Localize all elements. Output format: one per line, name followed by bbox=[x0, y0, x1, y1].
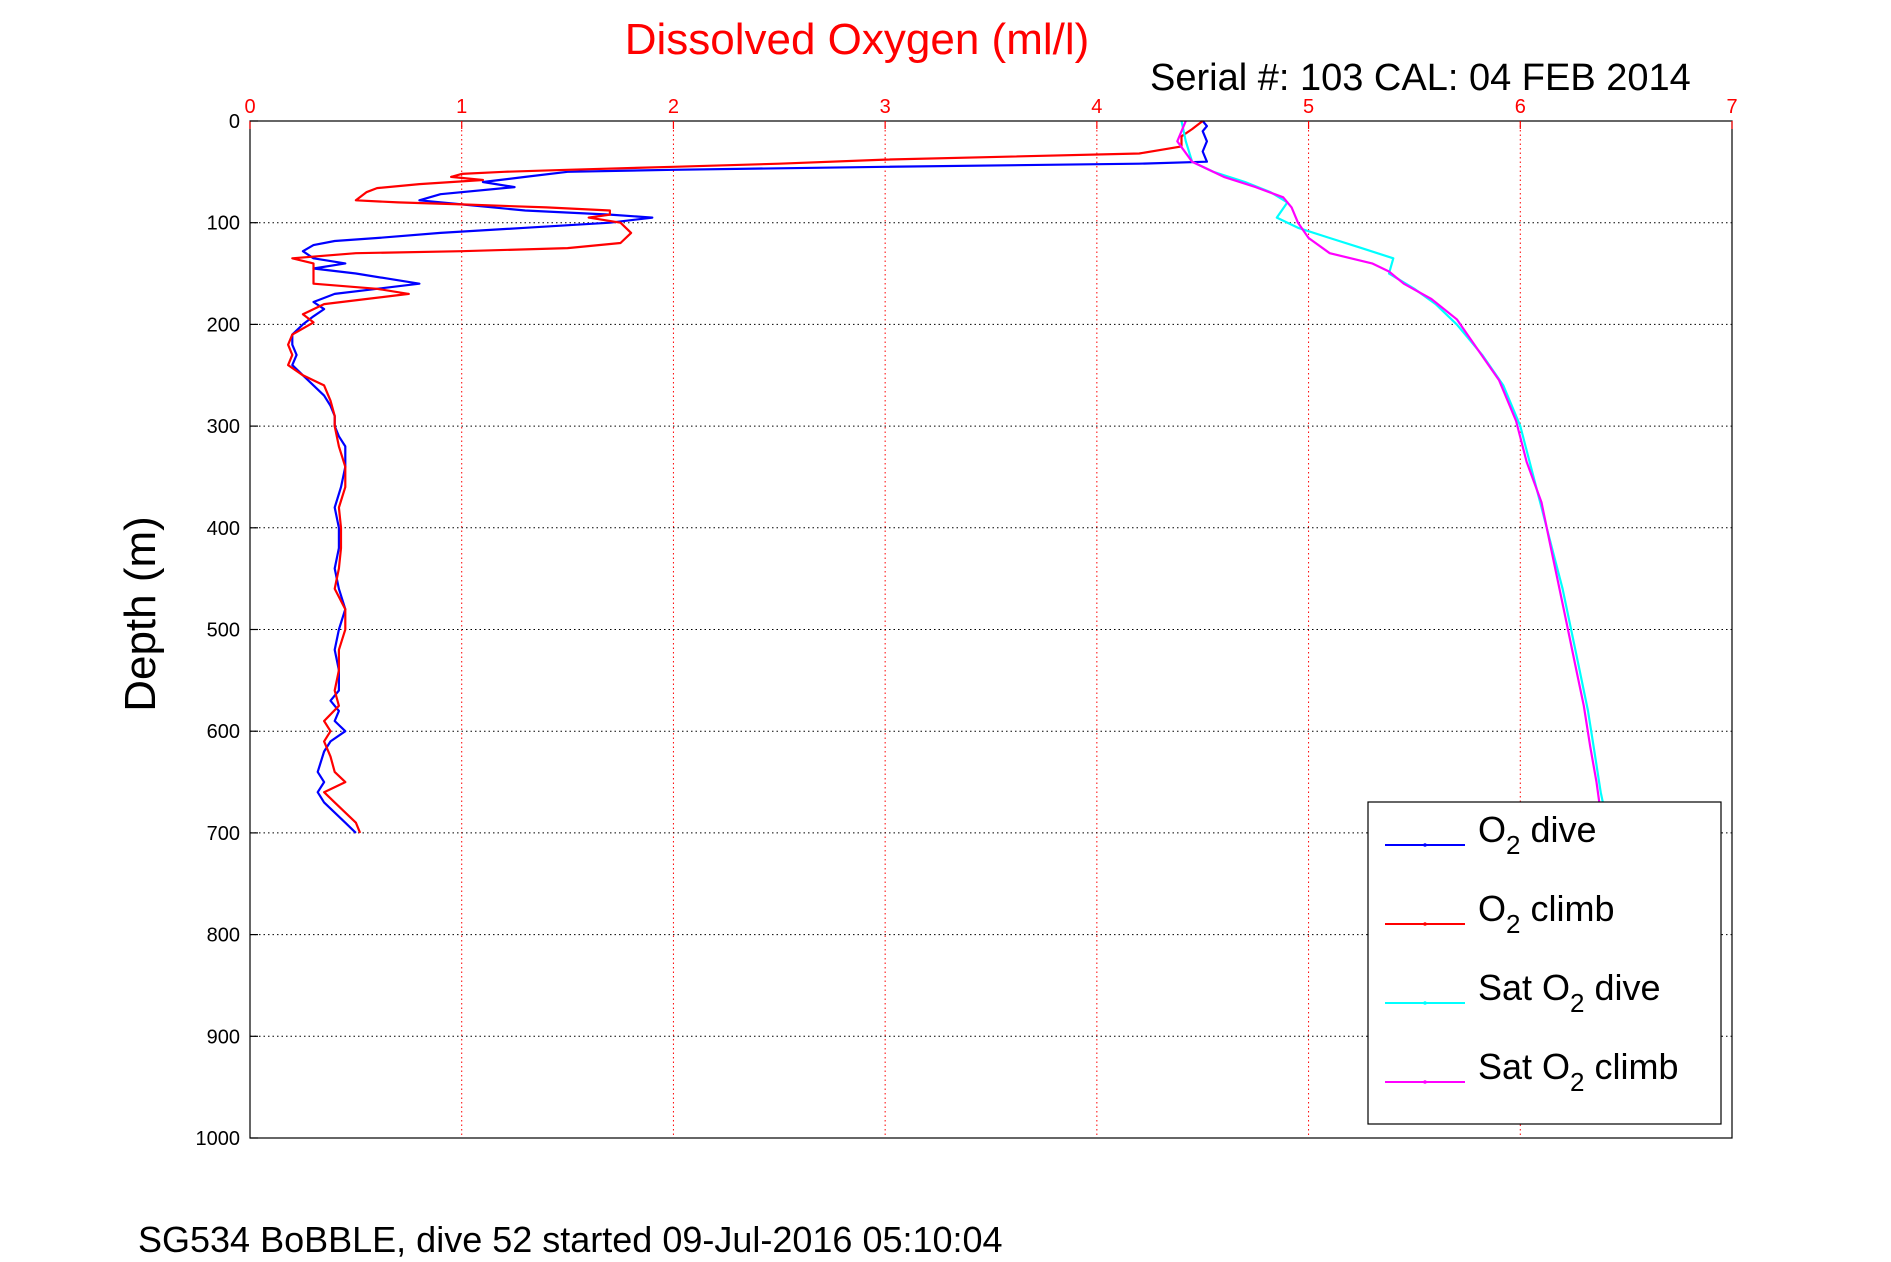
y-tick-label: 900 bbox=[207, 1026, 240, 1048]
legend-label-o2-dive: O2 dive bbox=[1478, 809, 1597, 860]
x-tick-label: 6 bbox=[1515, 96, 1526, 118]
y-tick-label: 0 bbox=[229, 111, 240, 133]
series-line-sat-o2-climb bbox=[1176, 120, 1602, 813]
x-tick-label: 2 bbox=[668, 96, 679, 118]
x-tick-label: 3 bbox=[880, 96, 891, 118]
legend: O2 dive O2 climb Sat O2 dive Sat O2 climb bbox=[1367, 801, 1722, 1125]
y-axis-ticks: 0 100 200 300 400 500 600 700 800 900 1000 bbox=[196, 111, 258, 1150]
x-tick-label: 7 bbox=[1726, 96, 1737, 118]
y-axis-label: Depth (m) bbox=[116, 516, 165, 712]
y-tick-label: 800 bbox=[207, 925, 240, 947]
serial-calibration-label: Serial #: 103 CAL: 04 FEB 2014 bbox=[1150, 57, 1691, 99]
y-tick-label: 100 bbox=[207, 213, 240, 235]
x-tick-label: 4 bbox=[1091, 96, 1102, 118]
y-tick-label: 300 bbox=[207, 416, 240, 438]
dive-info-footer: SG534 BoBBLE, dive 52 started 09-Jul-201… bbox=[138, 1219, 1003, 1260]
x-tick-label: 1 bbox=[456, 96, 467, 118]
y-tick-label: 400 bbox=[207, 518, 240, 540]
x-tick-label: 5 bbox=[1303, 96, 1314, 118]
legend-marker-o2-dive bbox=[1423, 843, 1427, 847]
y-tick-label: 500 bbox=[207, 620, 240, 642]
series-lines bbox=[287, 120, 1607, 834]
y-tick-label: 1000 bbox=[196, 1128, 241, 1150]
series-line-sat-o2-dive bbox=[1180, 120, 1607, 813]
series-line-o2-dive bbox=[291, 120, 1208, 834]
series-line-o2-climb bbox=[287, 120, 1204, 834]
x-tick-label: 0 bbox=[244, 96, 255, 118]
legend-marker-o2-climb bbox=[1423, 922, 1427, 926]
legend-box bbox=[1367, 801, 1722, 1125]
y-tick-label: 600 bbox=[207, 721, 240, 743]
y-tick-label: 700 bbox=[207, 823, 240, 845]
legend-marker-sat-o2-dive bbox=[1423, 1001, 1427, 1005]
legend-label-sat-o2-climb: Sat O2 climb bbox=[1478, 1046, 1679, 1097]
y-tick-label: 200 bbox=[207, 314, 240, 336]
legend-label-o2-climb: O2 climb bbox=[1478, 888, 1615, 939]
legend-marker-sat-o2-climb bbox=[1423, 1080, 1427, 1084]
legend-label-sat-o2-dive: Sat O2 dive bbox=[1478, 967, 1661, 1018]
chart-title: Dissolved Oxygen (ml/l) bbox=[625, 15, 1090, 64]
x-axis-ticks: 0 1 2 3 4 5 6 7 bbox=[244, 96, 1738, 129]
